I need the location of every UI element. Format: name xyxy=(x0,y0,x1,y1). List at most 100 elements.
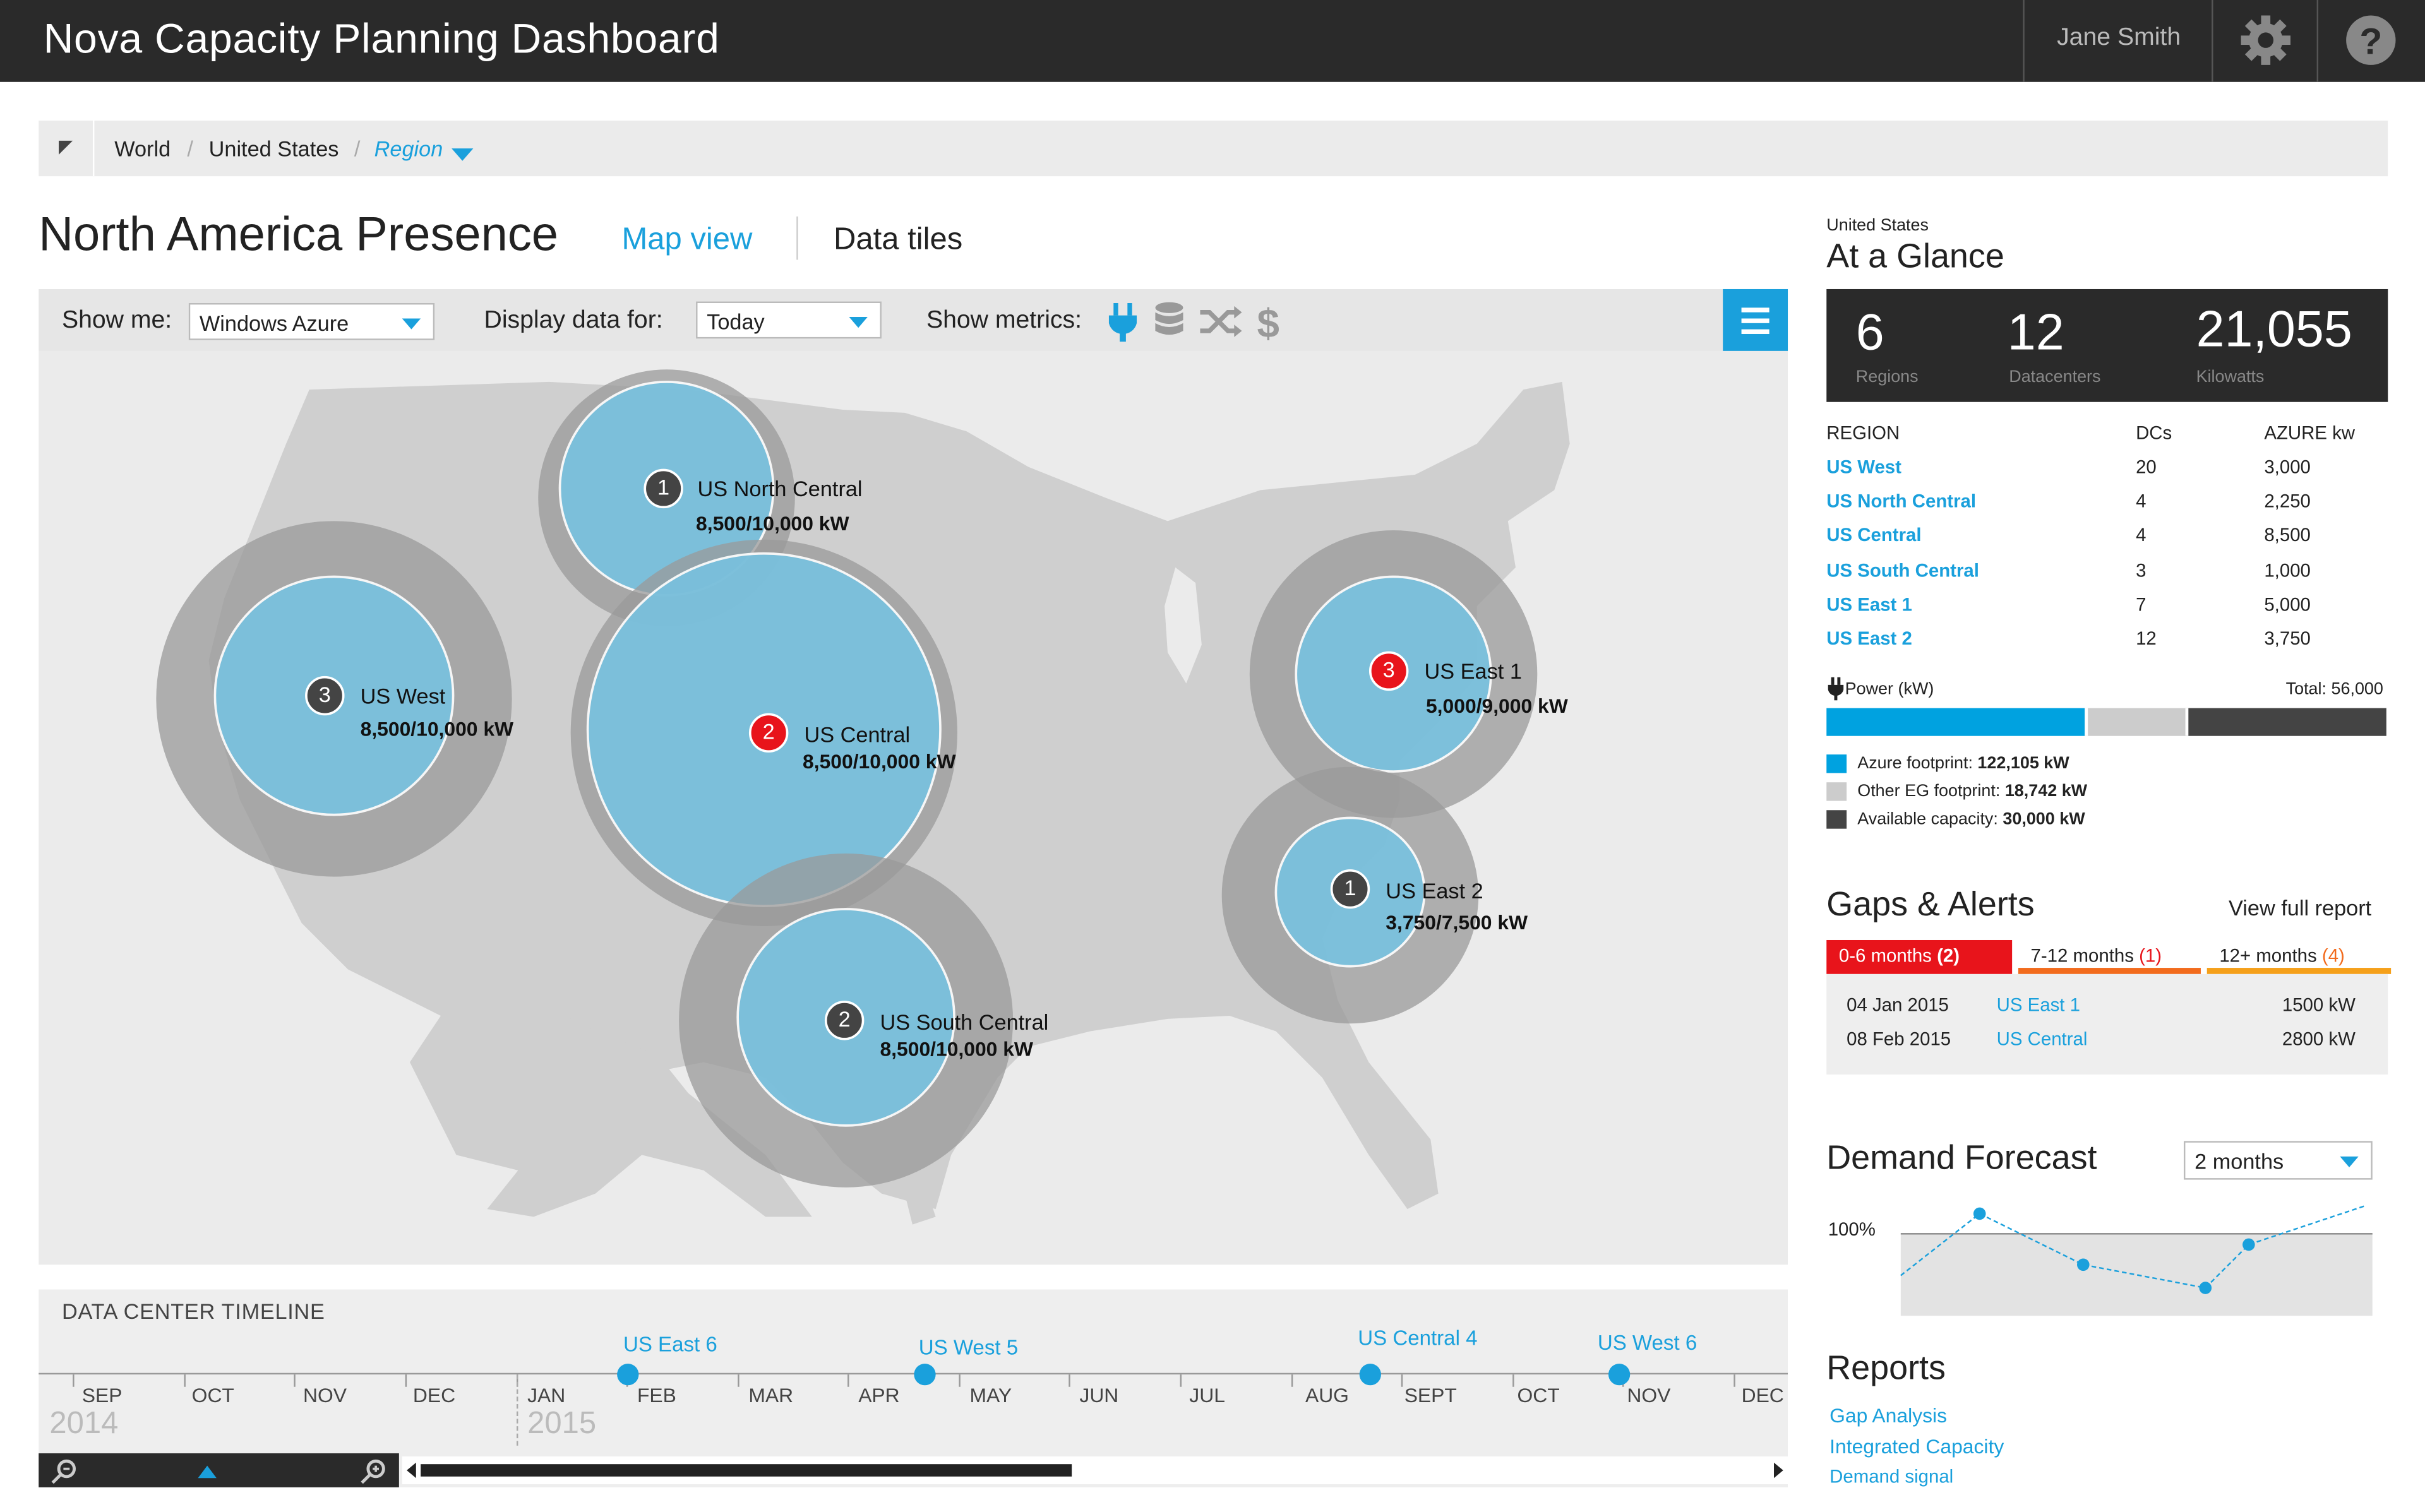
power-label: Power (kW) xyxy=(1845,680,1934,699)
timeline-event-label[interactable]: US East 6 xyxy=(623,1333,717,1356)
timeline-tick xyxy=(294,1374,296,1387)
month-label: JUL xyxy=(1189,1383,1225,1407)
legend-available: Available capacity: 30,000 kW xyxy=(1857,810,2085,829)
breadcrumb-toggle[interactable] xyxy=(39,121,95,177)
show-me-select[interactable]: Windows Azure xyxy=(188,303,435,340)
timeline-event-label[interactable]: US West 6 xyxy=(1597,1331,1698,1355)
month-label: JUN xyxy=(1079,1383,1119,1407)
timeline-event-dot[interactable] xyxy=(1359,1364,1381,1386)
power-plug-icon[interactable] xyxy=(1105,300,1142,343)
zoom-in-icon xyxy=(361,1459,385,1484)
timeline-event-dot[interactable] xyxy=(617,1364,639,1386)
forecast-period-select[interactable]: 2 months xyxy=(2183,1141,2373,1180)
timeline-event-dot[interactable] xyxy=(1608,1364,1631,1386)
timeline-event-label[interactable]: US Central 4 xyxy=(1358,1326,1478,1350)
region-label-us-north-central[interactable]: US North Central xyxy=(697,476,863,501)
region-label-us-east-2[interactable]: US East 2 xyxy=(1386,878,1483,903)
alert-region-link[interactable]: US East 1 xyxy=(1996,994,2080,1016)
table-row-region[interactable]: US Central xyxy=(1826,524,1922,546)
display-data-label: Display data for: xyxy=(484,307,663,334)
alert-date: 04 Jan 2015 xyxy=(1847,994,1949,1016)
timeline-tick xyxy=(1069,1374,1070,1387)
view-full-report-link[interactable]: View full report xyxy=(2229,895,2372,920)
alert-region-link[interactable]: US Central xyxy=(1996,1028,2088,1050)
year-label: 2014 xyxy=(49,1407,119,1441)
timeline-event-label[interactable]: US West 5 xyxy=(918,1335,1019,1359)
chevron-down-icon[interactable] xyxy=(452,148,474,161)
glance-title: At a Glance xyxy=(1826,236,2004,275)
reports-title: Reports xyxy=(1826,1348,1946,1387)
forecast-chart xyxy=(1900,1205,2373,1316)
year-divider xyxy=(516,1374,518,1446)
month-label: OCT xyxy=(1517,1383,1560,1407)
region-value: 8,500/10,000 kW xyxy=(360,717,514,741)
report-link-integrated-capacity[interactable]: Integrated Capacity xyxy=(1829,1434,2004,1458)
stat-kilowatts: 21,055 Kilowatts xyxy=(2196,303,2388,399)
alert-date: 08 Feb 2015 xyxy=(1847,1028,1951,1050)
show-me-label: Show me: xyxy=(61,307,172,334)
forecast-title: Demand Forecast xyxy=(1826,1138,2097,1177)
gaps-tab-0-6-months[interactable]: 0-6 months (2) xyxy=(1826,939,2013,974)
gear-icon[interactable] xyxy=(2238,13,2294,68)
display-data-select[interactable]: Today xyxy=(696,301,882,339)
region-bubbles xyxy=(156,369,1538,1188)
top-bar xyxy=(0,0,2425,82)
dollar-icon[interactable]: $ xyxy=(1253,300,1284,343)
alert-value: 2800 kW xyxy=(2282,1028,2356,1050)
report-link-demand-signal[interactable]: Demand signal xyxy=(1829,1465,1954,1487)
table-row-region[interactable]: US North Central xyxy=(1826,490,1977,512)
timeline-tick xyxy=(1512,1374,1514,1387)
table-row-region[interactable]: US East 2 xyxy=(1826,628,1912,650)
stat-value: 21,055 xyxy=(2196,303,2352,357)
region-value: 8,500/10,000 kW xyxy=(696,511,849,535)
help-icon[interactable]: ? xyxy=(2345,14,2397,66)
hamburger-icon xyxy=(1741,307,1769,334)
breadcrumb-region[interactable]: Region xyxy=(374,136,443,161)
stat-label: Regions xyxy=(1855,367,1919,387)
breadcrumb-world[interactable]: World xyxy=(114,136,171,161)
month-label: NOV xyxy=(303,1383,347,1407)
table-cell: 8,500 xyxy=(2264,524,2311,546)
stat-label: Datacenters xyxy=(2009,367,2101,387)
breadcrumb-united-states[interactable]: United States xyxy=(208,136,339,161)
table-row-region[interactable]: US South Central xyxy=(1826,559,1979,581)
month-label: OCT xyxy=(191,1383,234,1407)
region-label-us-west[interactable]: US West xyxy=(360,683,446,708)
menu-button[interactable] xyxy=(1723,289,1788,351)
gaps-tab-7-12-months[interactable]: 7-12 months (1) xyxy=(2018,940,2201,974)
display-data-value: Today xyxy=(707,309,765,334)
timeline-scrollbar[interactable] xyxy=(402,1456,1788,1485)
timeline-tick xyxy=(847,1374,849,1387)
table-cell: 3,750 xyxy=(2264,628,2311,650)
page-title: North America Presence xyxy=(39,207,559,261)
gaps-title: Gaps & Alerts xyxy=(1826,884,2035,924)
region-count: 2 xyxy=(762,718,775,744)
table-cell: 3,000 xyxy=(2264,456,2311,478)
power-bar-other xyxy=(2084,708,2185,736)
region-value: 8,500/10,000 kW xyxy=(803,749,956,773)
user-name[interactable]: Jane Smith xyxy=(2057,25,2181,51)
table-row-region[interactable]: US West xyxy=(1826,456,1901,478)
power-plug-icon xyxy=(1828,677,1844,701)
timeline-event-dot[interactable] xyxy=(914,1364,936,1386)
region-value: 8,500/10,000 kW xyxy=(880,1037,1034,1061)
region-label-us-central[interactable]: US Central xyxy=(804,722,911,747)
region-label-us-south-central[interactable]: US South Central xyxy=(880,1009,1049,1035)
database-icon[interactable] xyxy=(1154,300,1185,343)
shuffle-icon[interactable] xyxy=(1199,306,1242,337)
month-label: MAY xyxy=(969,1383,1012,1407)
report-link-gap-analysis[interactable]: Gap Analysis xyxy=(1829,1403,1947,1427)
month-label: JAN xyxy=(527,1383,566,1407)
table-row-region[interactable]: US East 1 xyxy=(1826,593,1912,616)
region-label-us-east-1[interactable]: US East 1 xyxy=(1424,658,1522,684)
show-metrics-label: Show metrics: xyxy=(926,307,1082,334)
zoom-slider[interactable] xyxy=(39,1453,399,1487)
legend-azure: Azure footprint: 122,105 kW xyxy=(1857,754,2069,773)
gaps-tab-12-plus-months[interactable]: 12+ months (4) xyxy=(2206,940,2392,974)
month-label: AUG xyxy=(1305,1383,1349,1407)
map-view[interactable]: 1 3 2 2 3 1 US North Central 8,500/10,00… xyxy=(39,350,1788,1265)
tab-map-view[interactable]: Map view xyxy=(621,222,753,257)
tab-data-tiles[interactable]: Data tiles xyxy=(834,222,963,257)
table-header-azure-kw: AZURE kw xyxy=(2264,422,2356,444)
timeline-tick xyxy=(405,1374,407,1387)
